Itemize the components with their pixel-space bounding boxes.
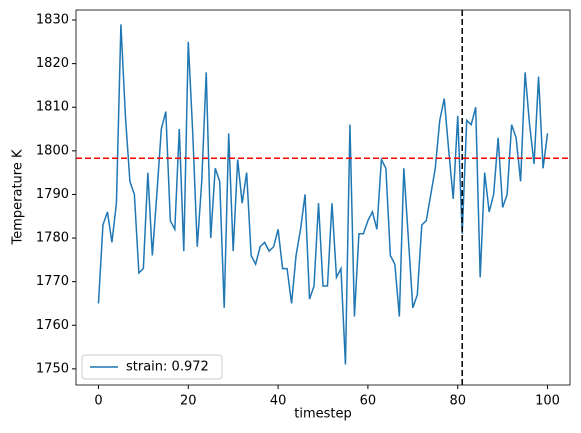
y-axis-label: Temperature K [11,149,26,245]
y-tick-label: 1750 [36,361,69,376]
y-tick-label: 1760 [36,318,69,333]
x-tick-label: 60 [360,394,377,409]
x-tick-label: 40 [270,394,287,409]
y-tick-label: 1780 [36,231,69,246]
y-tick-label: 1830 [36,13,69,28]
x-tick-label: 0 [94,394,102,409]
plot-frame [75,9,571,386]
x-tick-label: 80 [449,394,466,409]
x-tick-label: 20 [180,394,197,409]
legend-label: strain: 0.972 [126,360,209,375]
x-axis-label: timestep [294,407,352,422]
y-tick-label: 1820 [36,56,69,71]
y-tick-label: 1810 [36,100,69,115]
x-tick-label: 100 [535,394,560,409]
y-tick-label: 1770 [36,274,69,289]
data-line [97,24,549,365]
y-tick-label: 1790 [36,187,69,202]
y-tick-label: 1800 [36,143,69,158]
legend-box [81,354,223,380]
